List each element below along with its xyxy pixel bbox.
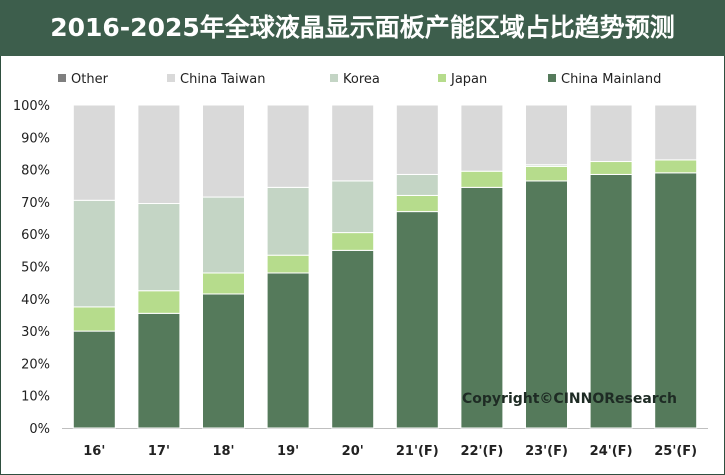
bar-segment-china-taiwan xyxy=(589,104,633,163)
y-tick-label: 90% xyxy=(21,131,50,146)
x-tick-label: 18' xyxy=(212,444,234,459)
bar-segment-korea xyxy=(395,173,439,196)
bar-segment-korea xyxy=(72,199,116,308)
bar-segment-china-mainland xyxy=(331,249,375,429)
legend: Other China Taiwan Korea Japan China Mainlan… xyxy=(58,72,661,87)
x-tick-label: 21'(F) xyxy=(396,444,439,459)
legend-swatch-china-taiwan xyxy=(167,74,175,82)
bar-segment-japan xyxy=(202,272,245,295)
bar-segment-japan xyxy=(331,232,375,251)
chart-title: 2016-2025年全球液晶显示面板产能区域占比趋势预测 xyxy=(50,13,675,42)
bar-segment-japan xyxy=(266,254,310,274)
bar-segment-china-mainland xyxy=(460,186,504,429)
legend-label-china-taiwan: China Taiwan xyxy=(180,72,265,87)
x-tick-label: 25'(F) xyxy=(654,444,697,459)
legend-swatch-japan xyxy=(438,74,446,82)
y-tick-label: 10% xyxy=(21,390,50,405)
bar-segment-japan xyxy=(525,165,568,182)
y-tick-label: 20% xyxy=(21,357,50,372)
bar-segment-china-taiwan xyxy=(137,104,181,205)
title-bar: 2016-2025年全球液晶显示面板产能区域占比趋势预测 xyxy=(0,0,725,56)
legend-swatch-korea xyxy=(330,74,338,82)
bar-segment-korea xyxy=(331,180,375,234)
x-tick-label: 20' xyxy=(342,444,364,459)
bar-segment-china-mainland xyxy=(72,330,116,429)
y-tick-label: 40% xyxy=(21,293,50,308)
x-tick-label: 17' xyxy=(148,444,170,459)
y-tick-label: 30% xyxy=(21,325,50,340)
y-tick-label: 0% xyxy=(29,422,50,437)
bar-segment-china-mainland xyxy=(589,173,633,429)
bar-segment-china-mainland xyxy=(525,180,568,429)
bar-segment-korea xyxy=(202,196,245,274)
y-tick-label: 50% xyxy=(21,261,50,276)
bar-segment-korea xyxy=(266,186,310,256)
bar-segment-china-taiwan xyxy=(395,104,439,175)
bar-segment-china-taiwan xyxy=(72,104,116,201)
bar-segment-china-taiwan xyxy=(331,104,375,182)
copyright-watermark: Copyright©CINNOResearch xyxy=(462,391,677,407)
bar-segment-china-taiwan xyxy=(525,104,568,166)
bar-segment-japan xyxy=(589,161,633,175)
bar-segment-china-mainland xyxy=(266,272,310,429)
bar-segment-japan xyxy=(395,194,439,213)
legend-swatch-china-mainland xyxy=(548,74,556,82)
x-tick-label: 16' xyxy=(83,444,105,459)
y-tick-label: 60% xyxy=(21,228,50,243)
bar-segment-japan xyxy=(654,159,698,174)
bar-segment-china-taiwan xyxy=(266,104,310,188)
y-tick-label: 70% xyxy=(21,196,50,211)
bar-segment-china-taiwan xyxy=(654,104,698,161)
y-axis: 0% 10% 20% 30% 40% 50% 60% 70% 80% 90% 100% xyxy=(13,99,708,437)
legend-label-other: Other xyxy=(71,72,109,87)
bars xyxy=(72,104,698,429)
bar-segment-japan xyxy=(137,290,181,314)
bar-segment-japan xyxy=(460,170,504,188)
legend-swatch-other xyxy=(58,74,66,82)
legend-label-korea: Korea xyxy=(343,72,380,87)
bar-segment-china-taiwan xyxy=(202,104,245,198)
bar-segment-china-mainland xyxy=(202,293,245,429)
y-tick-label: 80% xyxy=(21,164,50,179)
x-tick-label: 22'(F) xyxy=(460,444,503,459)
x-tick-label: 24'(F) xyxy=(590,444,633,459)
legend-label-japan: Japan xyxy=(450,72,487,87)
bar-segment-japan xyxy=(72,306,116,332)
bar-segment-korea xyxy=(137,203,181,292)
bar-segment-china-taiwan xyxy=(460,104,504,172)
bar-segment-china-mainland xyxy=(395,211,439,429)
bar-segment-china-mainland xyxy=(654,172,698,429)
bar-segment-china-mainland xyxy=(137,312,181,429)
x-tick-label: 19' xyxy=(277,444,299,459)
x-tick-label: 23'(F) xyxy=(525,444,568,459)
legend-label-china-mainland: China Mainland xyxy=(561,72,661,87)
y-tick-label: 100% xyxy=(13,99,50,114)
x-axis: 16' 17' 18' 19' 20' 21'(F) 22'(F) 23'(F) 24'(F) 2… xyxy=(83,444,697,459)
